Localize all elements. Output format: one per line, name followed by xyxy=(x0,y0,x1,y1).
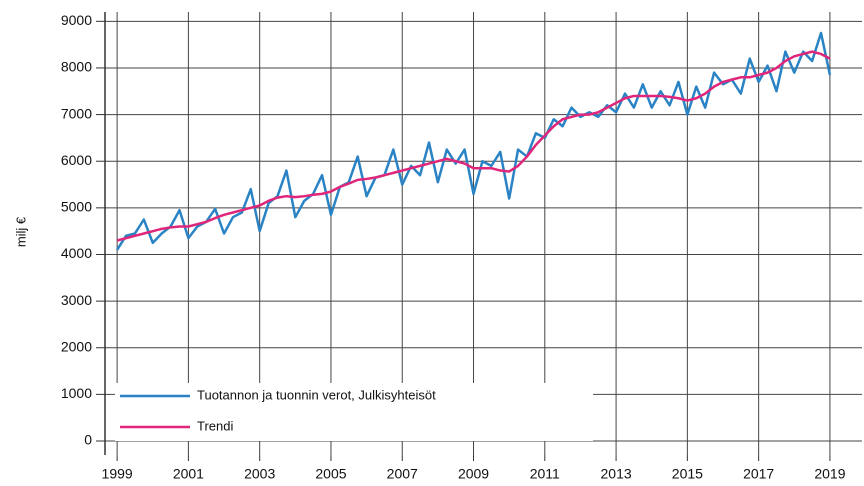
x-tick-label: 2007 xyxy=(387,466,418,482)
x-tick-label: 2019 xyxy=(814,466,845,482)
legend-label: Tuotannon ja tuonnin verot, Julkisyhteis… xyxy=(197,387,436,402)
y-tick-label: 0 xyxy=(84,432,92,448)
legend-label: Trendi xyxy=(197,418,233,433)
series-line xyxy=(116,50,831,242)
x-tick-label: 2011 xyxy=(530,466,560,482)
x-tick-label: 2003 xyxy=(244,466,275,482)
y-tick-label: 2000 xyxy=(61,338,92,354)
x-tick-label: 2013 xyxy=(601,466,632,482)
y-tick-label: 6000 xyxy=(61,152,92,168)
y-tick-label: 3000 xyxy=(61,292,92,308)
y-tick-label: 4000 xyxy=(61,245,92,261)
y-tick-label: 8000 xyxy=(61,59,92,75)
x-tick-label: 2017 xyxy=(743,466,774,482)
y-tick-label: 1000 xyxy=(61,385,92,401)
x-tick-label: 2001 xyxy=(173,466,204,482)
y-tick-label: 9000 xyxy=(61,12,92,28)
x-tick-label: 2009 xyxy=(458,466,489,482)
x-tick-label: 1999 xyxy=(102,466,133,482)
x-tick-label: 2015 xyxy=(672,466,703,482)
y-tick-label: 7000 xyxy=(61,105,92,121)
legend-box xyxy=(115,383,593,441)
y-tick-label: 5000 xyxy=(61,199,92,215)
series-line xyxy=(116,31,832,251)
x-tick-label: 2005 xyxy=(315,466,346,482)
y-axis-label: milj € xyxy=(13,216,28,247)
